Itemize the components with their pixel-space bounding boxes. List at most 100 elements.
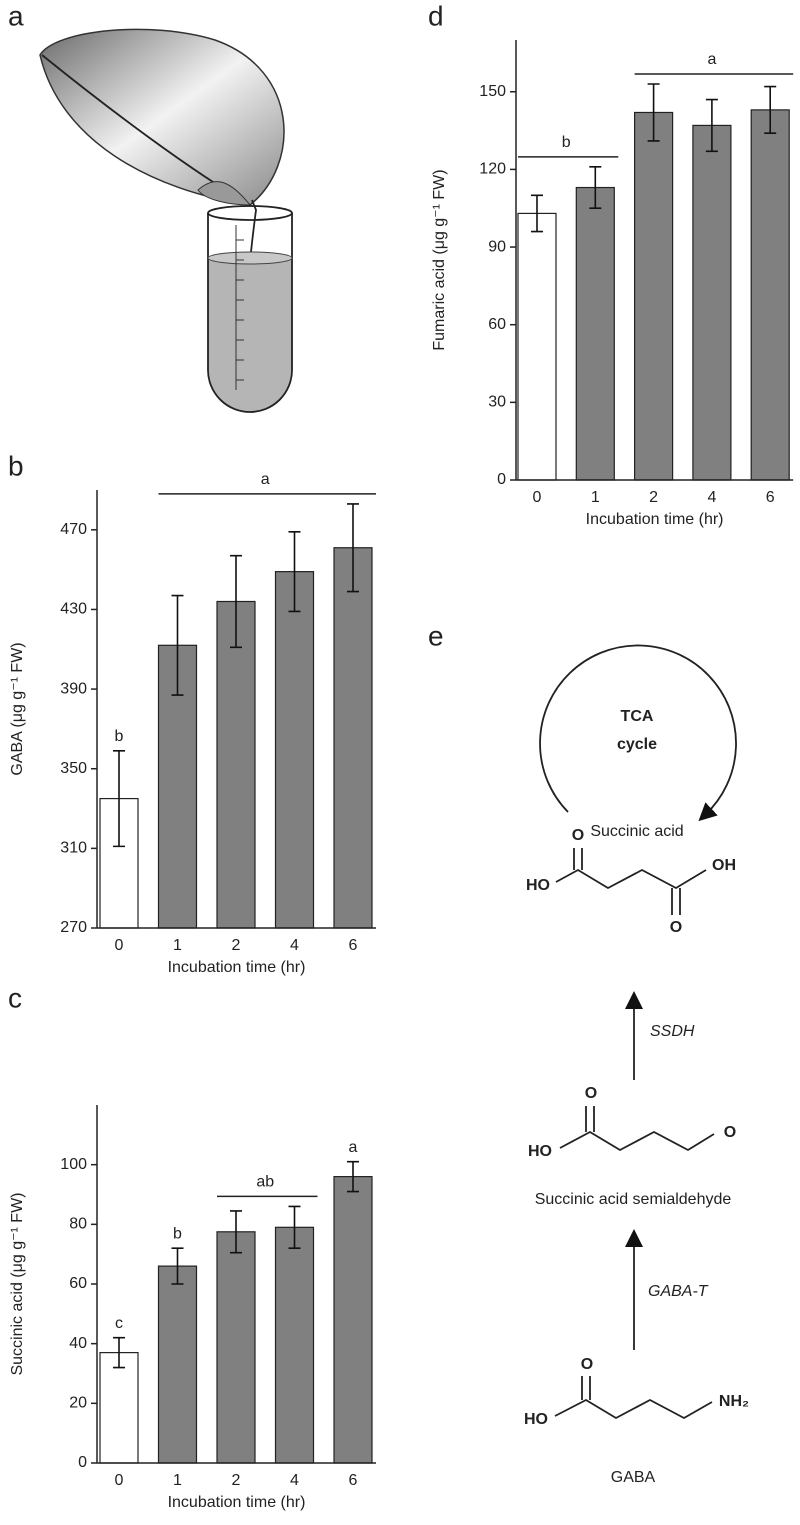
y-tick-label: 150 xyxy=(479,83,506,100)
enzyme: SSDH xyxy=(650,1023,695,1040)
y-tick-label: 60 xyxy=(488,316,506,333)
x-tick-label: 4 xyxy=(290,1472,299,1489)
bar xyxy=(333,547,373,929)
x-tick-label: 0 xyxy=(533,489,542,506)
y-tick-label: 40 xyxy=(69,1335,87,1352)
x-tick-label: 6 xyxy=(766,489,775,506)
y-tick-label: 90 xyxy=(488,238,506,255)
significance-letter: a xyxy=(349,1139,358,1156)
structure xyxy=(554,1376,713,1420)
y-tick-label: 310 xyxy=(60,840,87,857)
y-axis-label: GABA (μg g⁻¹ FW) xyxy=(9,642,26,775)
atom: OH xyxy=(712,857,736,874)
panel-label: e xyxy=(428,620,444,651)
atom: HO xyxy=(528,1143,552,1160)
leaf-illustration xyxy=(39,28,293,413)
x-axis-label: Incubation time (hr) xyxy=(586,511,724,528)
y-tick-label: 0 xyxy=(78,1454,87,1471)
bar xyxy=(274,571,315,929)
bar xyxy=(216,1231,256,1464)
error-bar xyxy=(113,1336,125,1369)
atom: O xyxy=(581,1356,593,1373)
y-tick-label: 0 xyxy=(497,471,506,488)
y-tick-label: 60 xyxy=(69,1275,87,1292)
x-tick-label: 2 xyxy=(232,937,241,954)
atom: HO xyxy=(526,877,550,894)
x-tick-label: 4 xyxy=(707,489,716,506)
panel-label: c xyxy=(8,982,22,1013)
significance-letter: b xyxy=(173,1225,182,1242)
y-tick-label: 80 xyxy=(69,1216,87,1233)
y-axis-label: Fumaric acid (μg g⁻¹ FW) xyxy=(431,169,448,350)
y-tick-label: 270 xyxy=(60,919,87,936)
x-tick-label: 1 xyxy=(173,937,182,954)
x-tick-label: 2 xyxy=(232,1472,241,1489)
y-tick-label: 20 xyxy=(69,1395,87,1412)
bar xyxy=(750,109,790,481)
y-tick-label: 350 xyxy=(60,760,87,777)
panel-label: a xyxy=(8,0,24,31)
x-tick-label: 2 xyxy=(649,489,658,506)
compound-name: GABA xyxy=(611,1469,656,1486)
atom: HO xyxy=(524,1411,548,1428)
panel-label: d xyxy=(428,0,444,31)
error-bar xyxy=(531,194,543,233)
error-bar xyxy=(288,1205,301,1249)
error-bar xyxy=(288,531,301,613)
bar xyxy=(633,111,674,481)
significance-letter: a xyxy=(707,51,716,68)
y-tick-label: 30 xyxy=(488,394,506,411)
atom: NH₂ xyxy=(719,1393,749,1410)
atom: O xyxy=(585,1085,597,1102)
significance-letter: c xyxy=(115,1315,123,1332)
bar xyxy=(157,1265,198,1464)
y-tick-label: 430 xyxy=(60,601,87,618)
bar xyxy=(99,1352,139,1464)
atom: O xyxy=(572,827,584,844)
x-tick-label: 1 xyxy=(173,1472,182,1489)
error-bar xyxy=(347,1160,359,1193)
structure xyxy=(555,848,707,915)
x-tick-label: 0 xyxy=(115,937,124,954)
x-axis-label: Incubation time (hr) xyxy=(168,1494,306,1511)
cycle-arrow xyxy=(539,644,737,822)
error-bar xyxy=(171,594,184,696)
x-axis-label: Incubation time (hr) xyxy=(168,959,306,976)
bar xyxy=(333,1175,373,1464)
bar xyxy=(216,600,256,929)
error-bar xyxy=(705,98,718,153)
atom: O xyxy=(724,1124,736,1141)
compound-name: Succinic acid xyxy=(590,823,683,840)
x-tick-label: 0 xyxy=(115,1472,124,1489)
panel-label: b xyxy=(8,450,24,481)
bar xyxy=(517,212,557,481)
cycle-label: TCA xyxy=(621,708,654,725)
error-bar xyxy=(647,83,660,142)
error-bar xyxy=(764,85,777,134)
error-bar xyxy=(230,1210,242,1254)
y-tick-label: 100 xyxy=(60,1156,87,1173)
compound-name: Succinic acid semialdehyde xyxy=(535,1191,732,1208)
x-tick-label: 1 xyxy=(591,489,600,506)
atom: O xyxy=(670,919,682,936)
bar xyxy=(692,124,732,481)
error-bar xyxy=(171,1247,184,1285)
pathway-diagram: TCA cycle Succinic acid HO O OH O SSDH H… xyxy=(524,644,749,1486)
bar xyxy=(575,186,615,481)
y-axis-label: Succinic acid (μg g⁻¹ FW) xyxy=(9,1192,26,1375)
x-tick-label: 6 xyxy=(349,1472,358,1489)
significance-letter: a xyxy=(261,471,270,488)
y-tick-label: 390 xyxy=(60,680,87,697)
bar xyxy=(274,1226,315,1464)
enzyme: GABA-T xyxy=(648,1283,709,1300)
y-tick-label: 470 xyxy=(60,521,87,538)
x-tick-label: 4 xyxy=(290,937,299,954)
structure xyxy=(559,1106,715,1152)
significance-letter: b xyxy=(562,134,571,151)
error-bar xyxy=(113,750,125,848)
y-tick-label: 120 xyxy=(479,161,506,178)
cycle-label: cycle xyxy=(617,736,657,753)
significance-letter: b xyxy=(115,728,124,745)
error-bar xyxy=(589,166,602,210)
